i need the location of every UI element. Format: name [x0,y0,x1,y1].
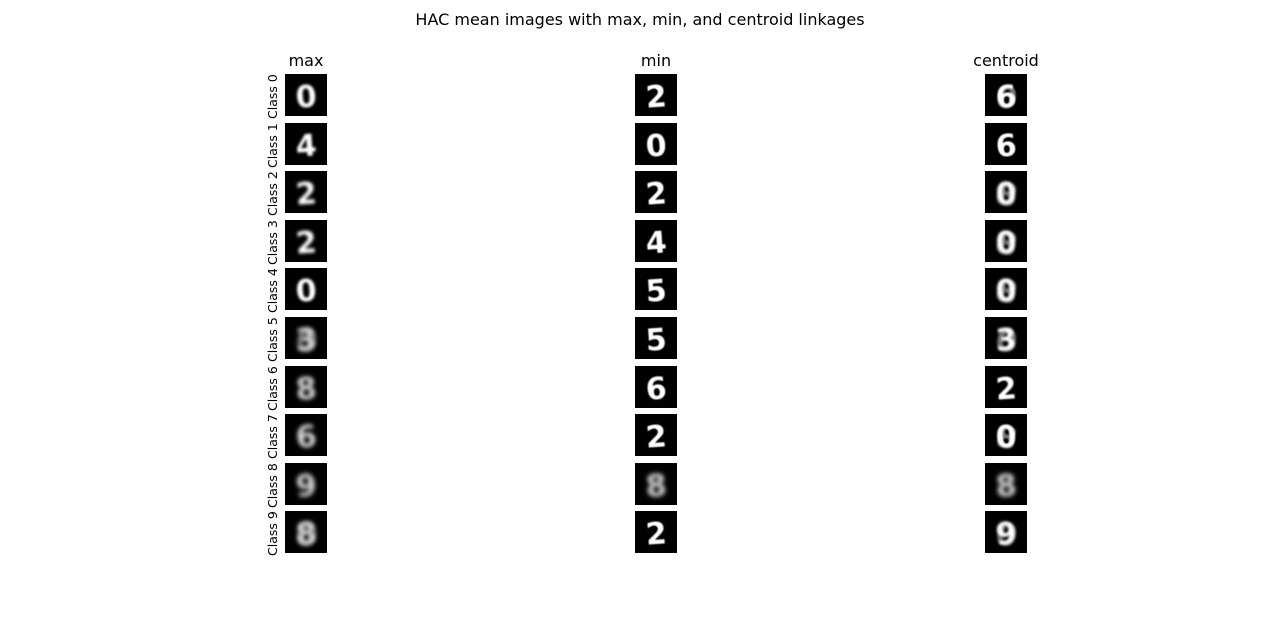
digit-glyph: 0 [995,225,1018,261]
row-label: Class 7 [265,414,280,460]
mean-image-max-class-8: 9 [285,462,327,505]
digit-glyph: 4 [645,225,668,261]
digit-glyph: 5 [645,274,668,310]
mean-image-max-class-2: 2 [285,171,327,214]
mean-image-min-class-0: 2 [635,74,677,116]
column-title-min: min [640,51,672,70]
digit-glyph: 0 [295,274,318,310]
mean-image-min-class-9: 2 [635,511,677,554]
digit-glyph: 8 [295,517,318,553]
row-label: Class 6 [265,365,280,411]
mean-image-centroid-class-6: 2 [985,365,1027,408]
row-label: Class 8 [265,462,280,508]
mean-image-min-class-4: 5 [635,268,677,311]
mean-image-max-class-4: 0 [285,268,327,311]
mean-image-centroid-class-1: 6 [985,122,1027,165]
digit-glyph: 6 [995,79,1018,115]
digit-glyph: 2 [645,79,668,115]
digit-glyph: 0 [645,128,668,164]
digit-glyph: 9 [295,468,318,504]
row-label: Class 9 [265,511,280,557]
digit-glyph: 8 [295,371,318,407]
row-label: Class 0 [265,74,280,119]
digit-glyph: 0 [995,419,1018,455]
digit-glyph: 2 [645,176,668,212]
mean-image-min-class-6: 6 [635,365,677,408]
row-label: Class 3 [265,219,280,265]
digit-glyph: 8 [645,468,668,504]
row-label: Class 1 [265,122,280,168]
column-title-centroid: centroid [973,51,1039,70]
mean-image-min-class-8: 8 [635,462,677,505]
mean-image-max-class-3: 2 [285,219,327,262]
mean-image-centroid-class-8: 8 [985,462,1027,505]
mean-image-max-class-0: 0 [285,74,327,116]
digit-glyph: 2 [645,517,668,553]
digit-glyph: 2 [995,371,1018,407]
column-title-max: max [288,51,324,70]
mean-image-max-class-7: 6 [285,414,327,457]
digit-glyph: 3 [995,322,1018,358]
row-label: Class 2 [265,171,280,217]
digit-glyph: 2 [645,419,668,455]
mean-image-min-class-1: 0 [635,122,677,165]
row-label: Class 4 [265,268,280,314]
digit-glyph: 6 [645,371,668,407]
digit-glyph: 4 [295,128,318,164]
digit-glyph: 9 [995,517,1018,553]
row-label: Class 5 [265,317,280,362]
mean-image-max-class-1: 4 [285,122,327,165]
mean-image-min-class-2: 2 [635,171,677,214]
mean-image-min-class-3: 4 [635,219,677,262]
digit-glyph: 2 [295,176,318,212]
figure-title: HAC mean images with max, min, and centr… [415,10,865,29]
mean-image-min-class-5: 5 [635,317,677,359]
mean-image-min-class-7: 2 [635,414,677,457]
digit-glyph: 8 [995,468,1018,504]
digit-glyph: 6 [995,128,1018,164]
digit-glyph: 0 [995,176,1018,212]
digit-glyph: 6 [295,419,318,455]
digit-glyph: 2 [295,225,318,261]
digit-glyph: 3 [295,322,318,358]
digit-glyph: 5 [645,322,668,358]
digit-glyph: 0 [995,274,1018,310]
digit-glyph: 0 [295,79,318,115]
mean-image-max-class-6: 8 [285,365,327,408]
